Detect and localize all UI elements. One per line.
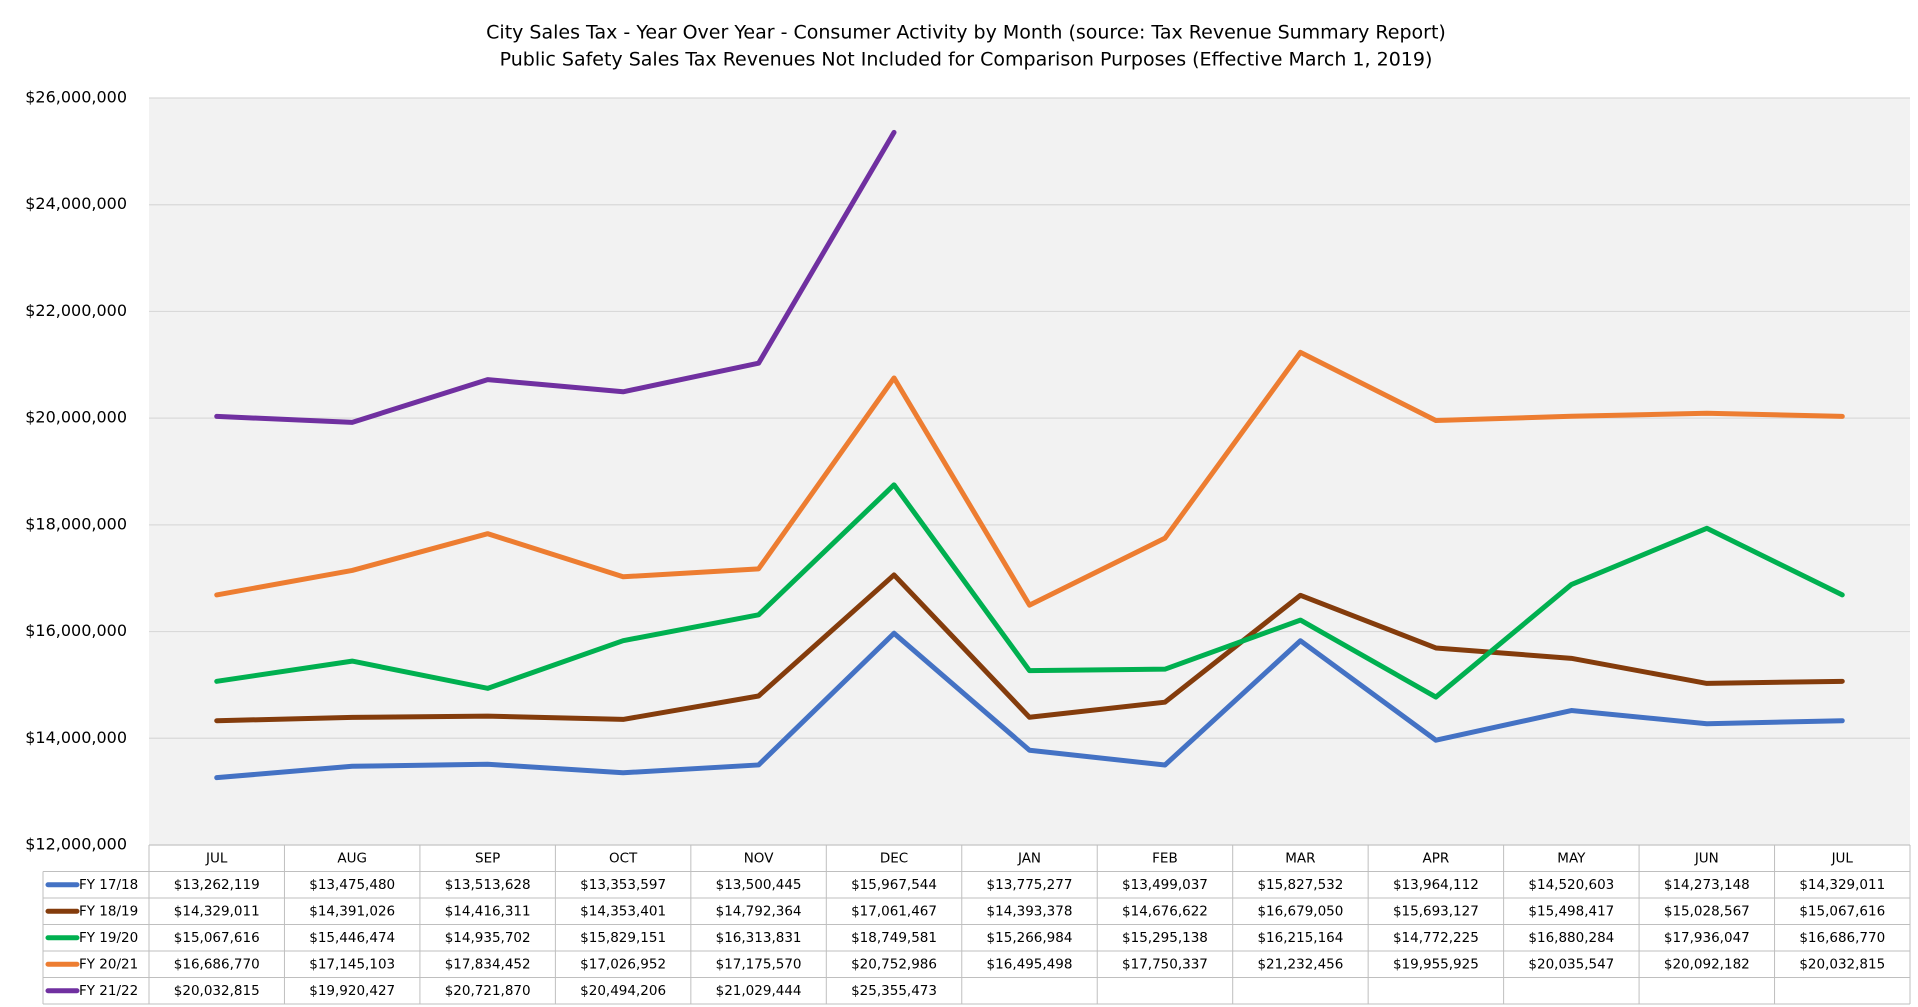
table-value: $20,752,986 <box>851 956 937 972</box>
x-tick-label: JUL <box>205 850 228 866</box>
table-value: $14,273,148 <box>1664 877 1750 893</box>
table-value: $19,920,427 <box>309 983 395 999</box>
table-value: $16,686,770 <box>174 956 260 972</box>
x-tick-label: MAY <box>1557 850 1586 866</box>
table-value: $20,032,815 <box>174 983 260 999</box>
table-value: $14,520,603 <box>1528 877 1614 893</box>
table-value: $14,935,702 <box>445 930 531 946</box>
legend-label: FY 18/19 <box>79 903 138 919</box>
table-value: $16,215,164 <box>1257 930 1343 946</box>
x-tick-label: JAN <box>1017 850 1041 866</box>
chart-title: City Sales Tax - Year Over Year - Consum… <box>486 22 1446 44</box>
table-value: $14,353,401 <box>580 903 666 919</box>
table-value: $15,446,474 <box>309 930 395 946</box>
table-value: $18,749,581 <box>851 930 937 946</box>
legend-label: FY 20/21 <box>79 956 138 972</box>
table-value: $13,353,597 <box>580 877 666 893</box>
x-tick-label: APR <box>1423 850 1450 866</box>
table-value: $15,693,127 <box>1393 903 1479 919</box>
series-line <box>214 572 1845 724</box>
table-value: $19,955,925 <box>1393 956 1479 972</box>
legend-label: FY 19/20 <box>79 930 138 946</box>
series-line <box>214 630 1845 781</box>
x-tick-label: NOV <box>744 850 774 866</box>
table-value: $14,329,011 <box>1799 877 1885 893</box>
table-value: $14,329,011 <box>174 903 260 919</box>
table-value: $15,829,151 <box>580 930 666 946</box>
table-value: $15,067,616 <box>174 930 260 946</box>
x-tick-label: JUN <box>1694 850 1719 866</box>
x-tick-label: MAR <box>1285 850 1315 866</box>
table-value: $14,676,622 <box>1122 903 1208 919</box>
table-value: $13,475,480 <box>309 877 395 893</box>
x-tick-label: FEB <box>1152 850 1178 866</box>
y-tick-label: $18,000,000 <box>25 514 127 533</box>
table-value: $14,772,225 <box>1393 930 1479 946</box>
table-value: $15,028,567 <box>1664 903 1750 919</box>
y-tick-label: $12,000,000 <box>25 835 127 854</box>
y-tick-label: $26,000,000 <box>25 88 127 107</box>
series-line <box>214 129 897 425</box>
table-value: $13,500,445 <box>716 877 802 893</box>
table-value: $13,775,277 <box>987 877 1073 893</box>
series-line <box>214 482 1845 700</box>
table-value: $15,295,138 <box>1122 930 1208 946</box>
series-line <box>214 349 1845 608</box>
table-value: $20,035,547 <box>1528 956 1614 972</box>
y-tick-label: $20,000,000 <box>25 408 127 427</box>
table-value: $20,494,206 <box>580 983 666 999</box>
table-value: $15,967,544 <box>851 877 937 893</box>
y-tick-label: $16,000,000 <box>25 621 127 640</box>
table-value: $21,029,444 <box>716 983 802 999</box>
table-value: $13,499,037 <box>1122 877 1208 893</box>
legend-label: FY 21/22 <box>79 983 138 999</box>
table-value: $17,026,952 <box>580 956 666 972</box>
y-tick-label: $22,000,000 <box>25 301 127 320</box>
table-value: $21,232,456 <box>1257 956 1343 972</box>
table-value: $20,092,182 <box>1664 956 1750 972</box>
table-value: $17,175,570 <box>716 956 802 972</box>
table-value: $13,513,628 <box>445 877 531 893</box>
x-tick-label: JUL <box>1831 850 1854 866</box>
table-value: $20,032,815 <box>1799 956 1885 972</box>
table-value: $15,067,616 <box>1799 903 1885 919</box>
table-value: $16,880,284 <box>1528 930 1614 946</box>
legend-label: FY 17/18 <box>79 877 138 893</box>
chart-subtitle: Public Safety Sales Tax Revenues Not Inc… <box>500 49 1433 71</box>
x-tick-label: DEC <box>880 850 908 866</box>
table-value: $16,313,831 <box>716 930 802 946</box>
table-value: $15,266,984 <box>987 930 1073 946</box>
table-value: $15,827,532 <box>1257 877 1343 893</box>
x-tick-label: OCT <box>609 850 638 866</box>
table-value: $14,792,364 <box>716 903 802 919</box>
table-value: $14,416,311 <box>445 903 531 919</box>
table-value: $16,686,770 <box>1799 930 1885 946</box>
table-value: $17,750,337 <box>1122 956 1208 972</box>
table-value: $17,061,467 <box>851 903 937 919</box>
table-value: $17,145,103 <box>309 956 395 972</box>
y-tick-label: $24,000,000 <box>25 194 127 213</box>
table-value: $16,495,498 <box>987 956 1073 972</box>
table-value: $14,391,026 <box>309 903 395 919</box>
table-value: $17,936,047 <box>1664 930 1750 946</box>
table-value: $16,679,050 <box>1257 903 1343 919</box>
table-value: $20,721,870 <box>445 983 531 999</box>
table-value: $17,834,452 <box>445 956 531 972</box>
plot-area <box>149 98 1910 845</box>
y-tick-label: $14,000,000 <box>25 728 127 747</box>
table-value: $25,355,473 <box>851 983 937 999</box>
x-tick-label: AUG <box>337 850 367 866</box>
table-value: $15,498,417 <box>1528 903 1614 919</box>
table-value: $13,262,119 <box>174 877 260 893</box>
x-tick-label: SEP <box>475 850 500 866</box>
table-value: $14,393,378 <box>987 903 1073 919</box>
table-value: $13,964,112 <box>1393 877 1479 893</box>
